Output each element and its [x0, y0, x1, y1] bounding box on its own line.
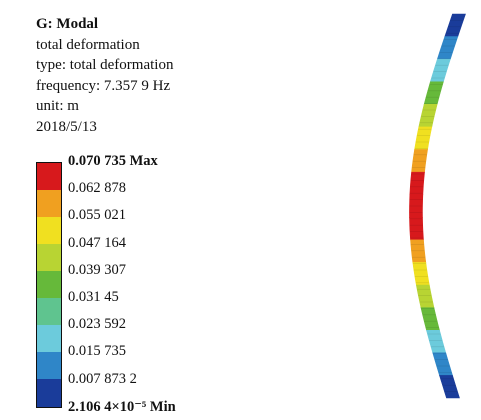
result-name: total deformation	[36, 36, 140, 53]
beam-segment	[429, 58, 451, 83]
analysis-title: G: Modal	[36, 16, 99, 32]
beam-segment	[418, 104, 438, 128]
legend-value-label: 0.047 164	[68, 234, 126, 251]
legend-swatch	[37, 352, 61, 380]
legend-swatch	[37, 379, 61, 407]
beam-segment	[409, 216, 424, 241]
result-info-panel: G: Modal total deformation type: total d…	[36, 14, 173, 137]
legend-swatch	[37, 325, 61, 353]
legend-value-label: 0.031 45	[68, 289, 119, 305]
legend-value-label: 0.055 021	[68, 207, 126, 224]
legend-value-label: 0.023 592	[68, 316, 126, 333]
beam-segment	[410, 239, 427, 263]
beam-segment	[415, 284, 435, 308]
beam-segment	[423, 81, 444, 105]
legend-value-label: 0.062 878	[68, 180, 126, 197]
legend-value-label: 0.015 735	[68, 343, 126, 360]
legend-swatch	[37, 271, 61, 299]
beam-segment	[432, 352, 453, 376]
legend-swatch	[37, 163, 61, 191]
legend-min-label: 2.106 4×10⁻⁵ Min	[68, 398, 176, 415]
result-unit: unit: m	[36, 98, 79, 114]
legend-swatch	[37, 244, 61, 272]
beam-segment	[420, 307, 440, 331]
beam-segment	[426, 329, 447, 354]
legend-swatch	[37, 298, 61, 326]
legend-value-label: 0.007 873 2	[68, 370, 137, 387]
result-type: type: total deformation	[36, 57, 174, 73]
beam-segment	[439, 375, 460, 399]
legend-swatch	[37, 190, 61, 218]
legend-swatch	[37, 217, 61, 245]
deformed-beam-view	[409, 13, 466, 399]
legend-value-label: 0.039 307	[68, 261, 126, 278]
result-date: 2018/5/13	[36, 118, 97, 135]
color-legend-bar	[36, 162, 62, 408]
beam-segment	[409, 171, 425, 196]
legend-max-label: 0.070 735 Max	[68, 153, 158, 169]
beam-segment	[414, 126, 433, 150]
beam-segment	[411, 149, 428, 173]
mode-frequency: frequency: 7.357 9 Hz	[36, 77, 171, 94]
beam-segment	[412, 262, 430, 286]
beam-segment	[436, 36, 459, 60]
